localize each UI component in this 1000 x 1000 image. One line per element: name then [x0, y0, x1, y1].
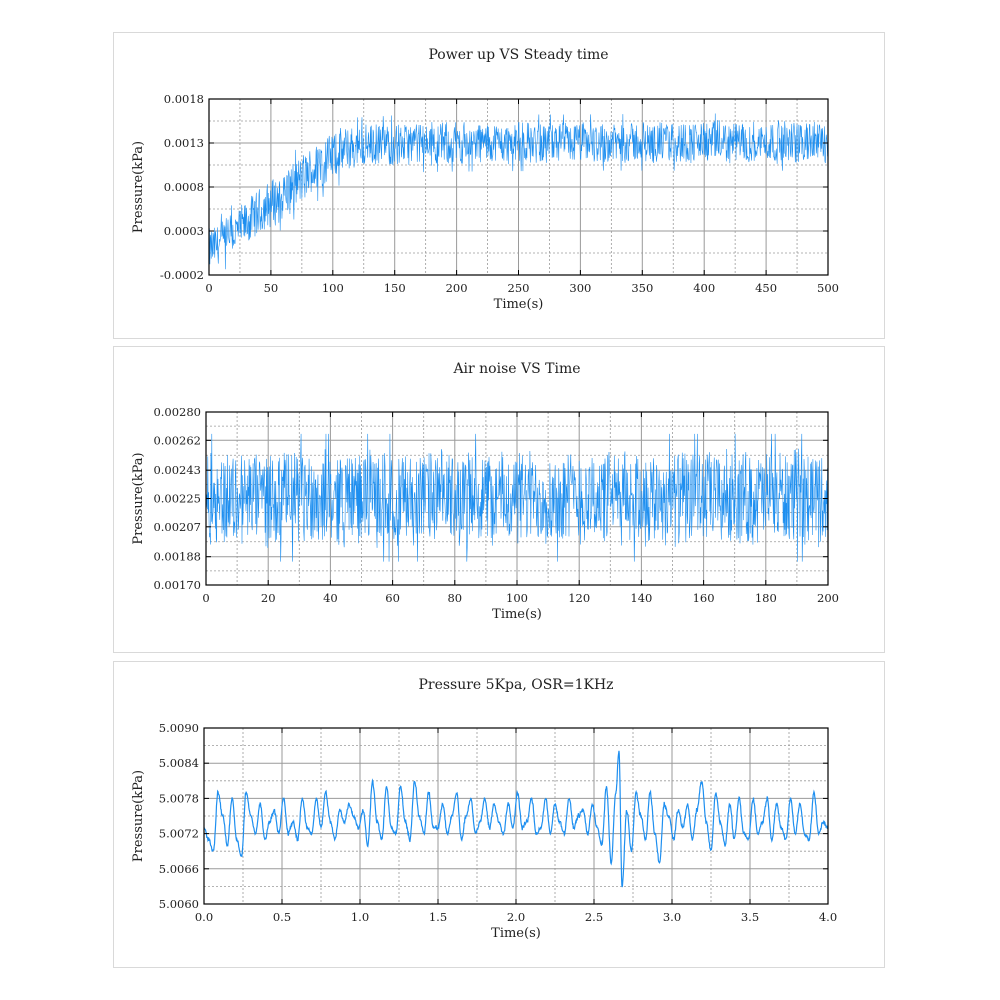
y-tick-label: 0.0008 — [164, 180, 204, 194]
pressure-5kpa-chart: Pressure 5Kpa, OSR=1KHz 0.0 0.5 1.0 1.5 2.0 2.… — [131, 677, 837, 941]
x-tick-label: 20 — [261, 591, 276, 605]
x-tick-label: 250 — [508, 281, 530, 295]
y-tick-label: 0.00225 — [153, 492, 201, 506]
chart-panel-air-noise: Air noise VS Time 0 20 40 60 80 100 120 140 160 18… — [113, 346, 885, 653]
x-tick-label: 80 — [447, 591, 462, 605]
x-tick-label: 2.5 — [585, 910, 603, 924]
x-tick-label: 100 — [506, 591, 528, 605]
grid — [203, 727, 829, 905]
x-axis-label: Time(s) — [492, 607, 542, 622]
x-tick-label: 2.0 — [507, 910, 525, 924]
x-tick-label: 200 — [446, 281, 468, 295]
x-tick-label: 3.0 — [663, 910, 681, 924]
y-tick-label: 5.0084 — [159, 756, 199, 770]
y-axis-label: Pressure(kPa) — [131, 770, 146, 862]
x-tick-label: 160 — [693, 591, 715, 605]
x-tick-label: 140 — [630, 591, 652, 605]
x-tick-label: 0 — [202, 591, 209, 605]
chart-title: Power up VS Steady time — [428, 47, 608, 63]
chart-panel-pressure-5kpa: Pressure 5Kpa, OSR=1KHz 0.0 0.5 1.0 1.5 2.0 2.… — [113, 661, 885, 968]
y-tick-label: 0.0003 — [164, 224, 204, 238]
x-tick-label: 120 — [568, 591, 590, 605]
x-tick-label: 150 — [384, 281, 406, 295]
x-tick-label: 0.0 — [195, 910, 213, 924]
chart-title: Air noise VS Time — [452, 361, 580, 377]
y-tick-label: 5.0072 — [159, 827, 199, 841]
y-tick-label: 0.00188 — [153, 550, 201, 564]
y-tick-label: 0.0013 — [164, 136, 204, 150]
x-tick-label: 1.0 — [351, 910, 369, 924]
y-axis-label: Pressure(kPa) — [131, 452, 146, 544]
y-tick-label: 5.0090 — [159, 721, 199, 735]
y-tick-label: 5.0078 — [159, 791, 199, 805]
x-tick-label: 0 — [205, 281, 212, 295]
x-tick-label: 100 — [322, 281, 344, 295]
power-up-chart: Power up VS Steady time 0 50 100 150 200 250 30… — [131, 47, 839, 312]
x-tick-label: 40 — [323, 591, 338, 605]
x-tick-label: 400 — [693, 281, 715, 295]
y-tick-label: 5.0066 — [159, 862, 199, 876]
series-line — [205, 433, 829, 562]
y-tick-label: -0.0002 — [160, 268, 204, 282]
chart-title: Pressure 5Kpa, OSR=1KHz — [418, 677, 613, 693]
x-tick-label: 4.0 — [819, 910, 837, 924]
chart-panel-power-up: Power up VS Steady time 0 50 100 150 200 250 30… — [113, 32, 885, 339]
grid — [208, 98, 829, 276]
y-tick-label: 0.00207 — [153, 520, 201, 534]
series-line — [208, 113, 829, 270]
x-tick-label: 450 — [755, 281, 777, 295]
x-tick-label: 300 — [569, 281, 591, 295]
y-tick-label: 0.00280 — [153, 405, 201, 419]
y-tick-label: 5.0060 — [159, 897, 199, 911]
x-tick-label: 1.5 — [429, 910, 447, 924]
y-tick-label: 0.0018 — [164, 92, 204, 106]
x-axis-label: Time(s) — [491, 926, 541, 941]
x-tick-label: 3.5 — [741, 910, 759, 924]
x-tick-label: 60 — [385, 591, 400, 605]
x-tick-label: 0.5 — [273, 910, 291, 924]
air-noise-chart: Air noise VS Time 0 20 40 60 80 100 120 140 160 18… — [131, 361, 839, 622]
y-tick-label: 0.00262 — [153, 433, 201, 447]
y-tick-label: 0.00243 — [153, 463, 201, 477]
x-tick-label: 50 — [264, 281, 279, 295]
y-tick-label: 0.00170 — [153, 578, 201, 592]
y-axis-label: Pressure(kPa) — [131, 141, 146, 233]
x-axis-label: Time(s) — [494, 297, 544, 312]
series-line — [203, 750, 829, 888]
x-tick-label: 200 — [817, 591, 839, 605]
x-tick-label: 180 — [755, 591, 777, 605]
x-tick-label: 500 — [817, 281, 839, 295]
x-tick-label: 350 — [631, 281, 653, 295]
